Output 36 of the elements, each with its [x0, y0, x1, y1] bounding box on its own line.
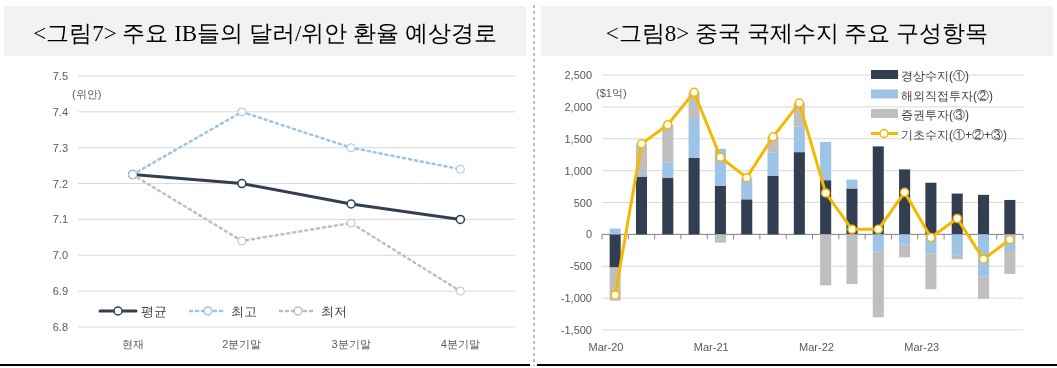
chart-title: <그림8> 중국 국제수지 주요 구성항목	[605, 21, 989, 46]
y-tick-label: 6.9	[52, 285, 68, 298]
y-tick-label: 7.5	[52, 70, 68, 82]
y-tick-label: -500	[569, 260, 592, 273]
y-tick-label: -1,500	[560, 324, 592, 336]
y-tick-label: 1,000	[564, 164, 592, 177]
legend-label: 경상수지(①)	[901, 69, 969, 83]
x-tick-label: Mar-23	[904, 341, 940, 353]
y-tick-label: 7.1	[52, 213, 68, 226]
y-tick-label: 7.0	[52, 249, 68, 262]
legend-label: 증권투자(③)	[901, 108, 969, 122]
x-tick-label: 3분기말	[331, 338, 371, 350]
y-tick-label: 500	[573, 196, 592, 209]
x-tick-label: Mar-22	[799, 341, 834, 353]
y-tick-label: 7.4	[52, 105, 68, 118]
y-tick-label: 7.3	[52, 141, 68, 154]
y-tick-label: 0	[585, 228, 592, 241]
legend-label: 평균	[141, 304, 167, 319]
legend-label: 해외직접투자(②)	[901, 88, 993, 103]
y-axis-title: ($1억)	[596, 87, 627, 99]
x-tick-label: 현재	[121, 338, 144, 350]
y-tick-label: 1,500	[564, 132, 592, 145]
chart-title: <그림7> 주요 IB들의 달러/위안 환율 예상경로	[33, 21, 497, 46]
legend-label: 최고	[231, 304, 257, 319]
x-tick-label: Mar-20	[588, 341, 624, 353]
legend-label: 기초수지(①+②+③)	[901, 127, 1008, 142]
y-tick-label: 7.2	[52, 177, 68, 190]
x-tick-label: 4분기말	[440, 338, 480, 350]
y-tick-label: -1,000	[560, 292, 592, 305]
x-tick-label: Mar-21	[693, 341, 729, 353]
y-tick-label: 2,000	[564, 100, 592, 113]
y-axis-title: (위안)	[72, 88, 102, 100]
x-tick-label: 2분기말	[222, 338, 262, 350]
y-tick-label: 6.8	[52, 321, 68, 333]
y-tick-label: 2,500	[564, 69, 592, 81]
legend-label: 최저	[321, 304, 347, 319]
